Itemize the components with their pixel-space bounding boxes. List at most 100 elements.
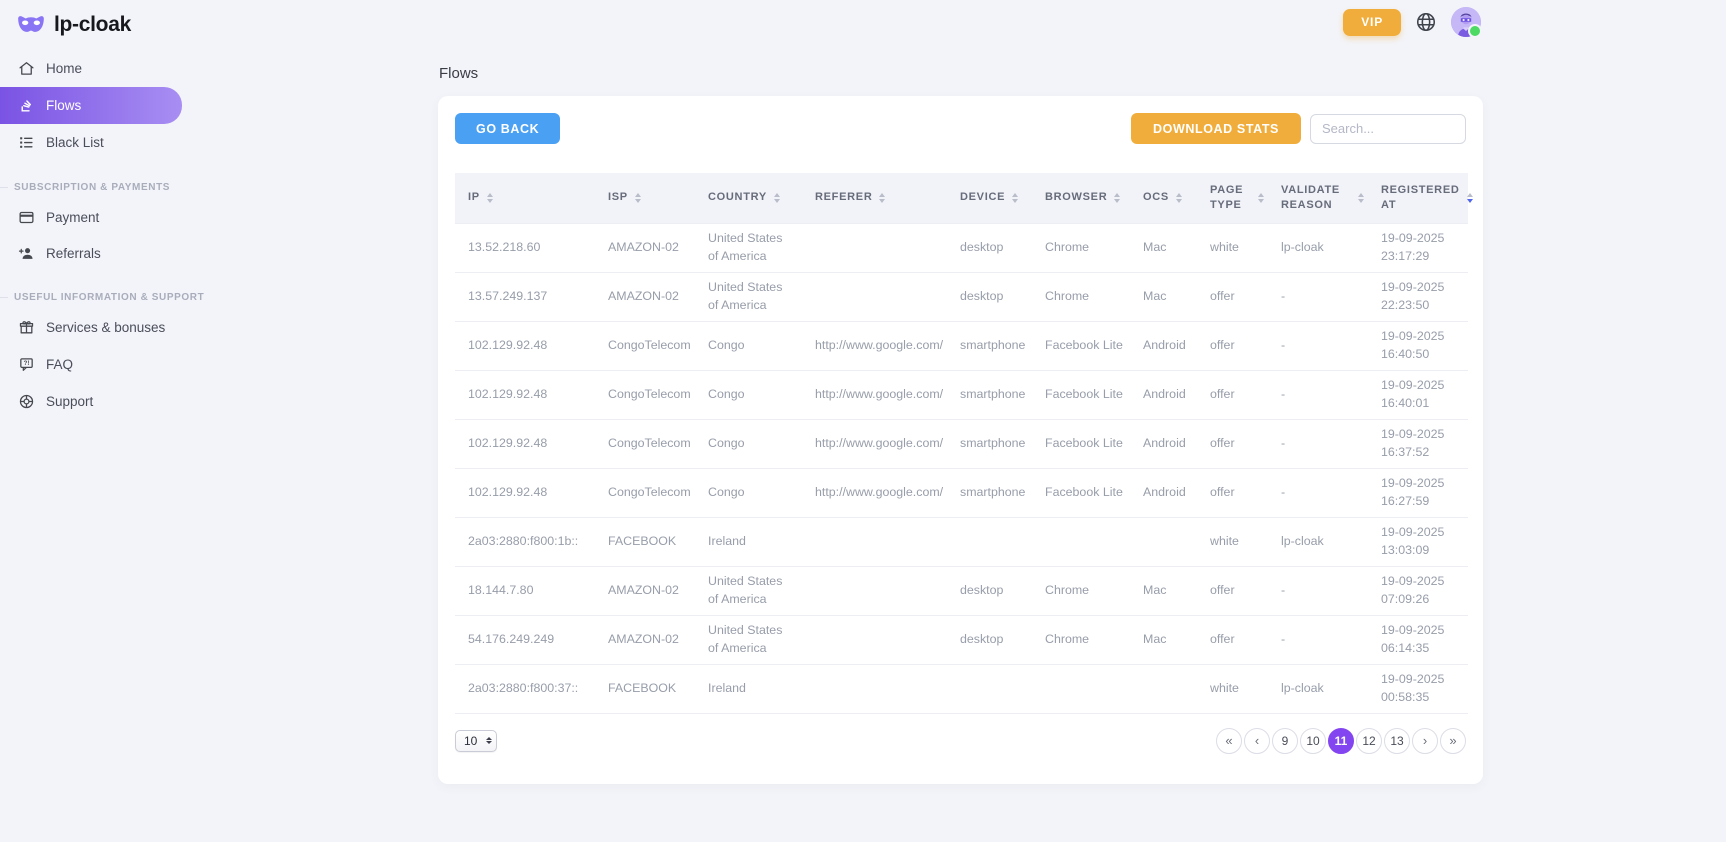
column-header-browser[interactable]: Browser xyxy=(1032,173,1130,223)
pagination-page-9[interactable]: 9 xyxy=(1272,727,1298,754)
cell-page_type: offer xyxy=(1197,321,1268,371)
column-header-referer[interactable]: Referer xyxy=(802,173,947,223)
cell-registered_at: 19-09-2025 07:09:26 xyxy=(1368,566,1468,616)
language-globe-icon[interactable] xyxy=(1415,11,1437,33)
online-status-dot xyxy=(1468,24,1482,38)
sort-icon[interactable] xyxy=(879,192,886,203)
sidebar-item-faq[interactable]: ?! FAQ xyxy=(0,346,182,383)
cell-referer: http://www.google.com/ xyxy=(802,468,947,518)
cell-browser: Chrome xyxy=(1032,222,1130,273)
flows-icon xyxy=(21,100,32,112)
pagination-page-11[interactable]: 11 xyxy=(1328,727,1354,754)
sidebar-item-home[interactable]: Home xyxy=(0,50,182,87)
cell-browser: Facebook Lite xyxy=(1032,321,1130,371)
vip-button[interactable]: VIP xyxy=(1343,8,1401,36)
cell-device: smartphone xyxy=(947,468,1032,518)
download-stats-button[interactable]: DOWNLOAD STATS xyxy=(1131,113,1301,144)
support-lifebuoy-icon xyxy=(19,394,34,409)
cell-referer xyxy=(802,517,947,567)
column-label: ISP xyxy=(608,191,628,204)
sidebar-item-flows[interactable]: Flows xyxy=(0,87,182,124)
sidebar-item-support[interactable]: Support xyxy=(0,383,182,420)
pagination-page-10[interactable]: 10 xyxy=(1300,727,1326,754)
cell-validate_reason: - xyxy=(1268,370,1368,420)
table-row: 102.129.92.48 CongoTelecom Congo http://www… xyxy=(455,468,1468,518)
cell-browser: Chrome xyxy=(1032,272,1130,322)
column-header-device[interactable]: Device xyxy=(947,173,1032,223)
sidebar-nav: Home Flows Black List Subscription & pay… xyxy=(0,50,204,420)
sidebar-item-referrals[interactable]: Referrals xyxy=(0,235,182,271)
gift-icon xyxy=(19,321,34,334)
sidebar-item-services-bonuses[interactable]: Services & bonuses xyxy=(0,309,182,346)
cell-registered_at: 19-09-2025 06:14:35 xyxy=(1368,615,1468,665)
sidebar-item-payment[interactable]: Payment xyxy=(0,199,182,235)
column-label: Page type xyxy=(1210,183,1244,211)
cell-ocs: Android xyxy=(1130,321,1197,371)
table-row: 13.57.249.137 AMAZON-02 United States of A… xyxy=(455,272,1468,322)
cell-ip: 102.129.92.48 xyxy=(455,370,595,420)
cell-device: smartphone xyxy=(947,419,1032,469)
pagination-first[interactable]: « xyxy=(1216,727,1242,754)
column-header-validate_reason[interactable]: Validate reason xyxy=(1268,173,1368,223)
sort-icon[interactable] xyxy=(773,192,780,203)
cell-validate_reason: - xyxy=(1268,468,1368,518)
column-header-page_type[interactable]: Page type xyxy=(1197,173,1268,223)
pagination-prev[interactable]: ‹ xyxy=(1244,727,1270,754)
page-size-select[interactable]: 10 xyxy=(455,729,497,752)
horizontal-scrollbar-track[interactable] xyxy=(0,842,1726,850)
cell-isp: AMAZON-02 xyxy=(595,566,695,616)
page-buttons: «‹ 9 10 11 12 13 ›» xyxy=(1216,727,1466,754)
brand-name: lp-cloak xyxy=(54,13,131,36)
cell-ip: 54.176.249.249 xyxy=(455,615,595,665)
cell-country: United States of America xyxy=(695,566,802,616)
pagination-page-13[interactable]: 13 xyxy=(1384,727,1410,754)
column-label: Country xyxy=(708,191,767,204)
column-header-isp[interactable]: ISP xyxy=(595,173,695,223)
column-header-ocs[interactable]: OCS xyxy=(1130,173,1197,223)
cell-validate_reason: - xyxy=(1268,566,1368,616)
cell-browser: Facebook Lite xyxy=(1032,468,1130,518)
cell-ocs: Android xyxy=(1130,419,1197,469)
cell-browser: Facebook Lite xyxy=(1032,419,1130,469)
sort-icon[interactable] xyxy=(1358,192,1364,203)
sidebar-item-black-list[interactable]: Black List xyxy=(0,124,182,161)
cell-ocs: Android xyxy=(1130,370,1197,420)
sort-icon[interactable] xyxy=(1114,192,1121,203)
sort-icon[interactable] xyxy=(634,192,641,203)
table-row: 2a03:2880:f800:37:: FACEBOOK Ireland white l… xyxy=(455,664,1468,714)
pagination-next[interactable]: › xyxy=(1412,727,1438,754)
column-header-country[interactable]: Country xyxy=(695,173,802,223)
cell-registered_at: 19-09-2025 22:23:50 xyxy=(1368,272,1468,322)
column-label: IP xyxy=(468,191,480,204)
pagination-page-12[interactable]: 12 xyxy=(1356,727,1382,754)
cell-validate_reason: lp-cloak xyxy=(1268,222,1368,273)
cell-ip: 2a03:2880:f800:37:: xyxy=(455,664,595,714)
sort-icon[interactable] xyxy=(1012,192,1019,203)
column-label: Validate reason xyxy=(1281,183,1340,211)
cell-ocs: Mac xyxy=(1130,222,1197,273)
sort-icon[interactable] xyxy=(486,192,493,203)
sidebar-item-label: Home xyxy=(46,61,83,76)
cell-validate_reason: - xyxy=(1268,272,1368,322)
cell-ocs: Android xyxy=(1130,468,1197,518)
table-row: 13.52.218.60 AMAZON-02 United States of Am… xyxy=(455,222,1468,273)
table-row: 54.176.249.249 AMAZON-02 United States of … xyxy=(455,615,1468,665)
cell-ip: 18.144.7.80 xyxy=(455,566,595,616)
brand-logo[interactable]: lp-cloak xyxy=(0,0,182,37)
pagination-last[interactable]: » xyxy=(1440,727,1466,754)
cell-registered_at: 19-09-2025 16:40:01 xyxy=(1368,370,1468,420)
search-input[interactable] xyxy=(1310,113,1466,144)
sort-icon[interactable] xyxy=(1175,192,1182,203)
column-header-ip[interactable]: IP xyxy=(455,173,595,223)
sort-icon[interactable] xyxy=(1258,192,1264,203)
cell-ocs xyxy=(1130,517,1197,567)
table-row: 2a03:2880:f800:1b:: FACEBOOK Ireland white l… xyxy=(455,517,1468,567)
go-back-button[interactable]: GO BACK xyxy=(455,113,561,144)
sort-icon[interactable] xyxy=(1466,192,1473,203)
page-size-value: 10 xyxy=(464,733,478,748)
column-header-registered_at[interactable]: Registered at xyxy=(1368,173,1473,223)
column-label: Registered at xyxy=(1381,183,1460,211)
pagination-bar: 10 «‹ 9 10 11 12 13 ›» xyxy=(455,727,1466,754)
cell-isp: FACEBOOK xyxy=(595,664,695,714)
user-avatar[interactable] xyxy=(1451,7,1482,38)
